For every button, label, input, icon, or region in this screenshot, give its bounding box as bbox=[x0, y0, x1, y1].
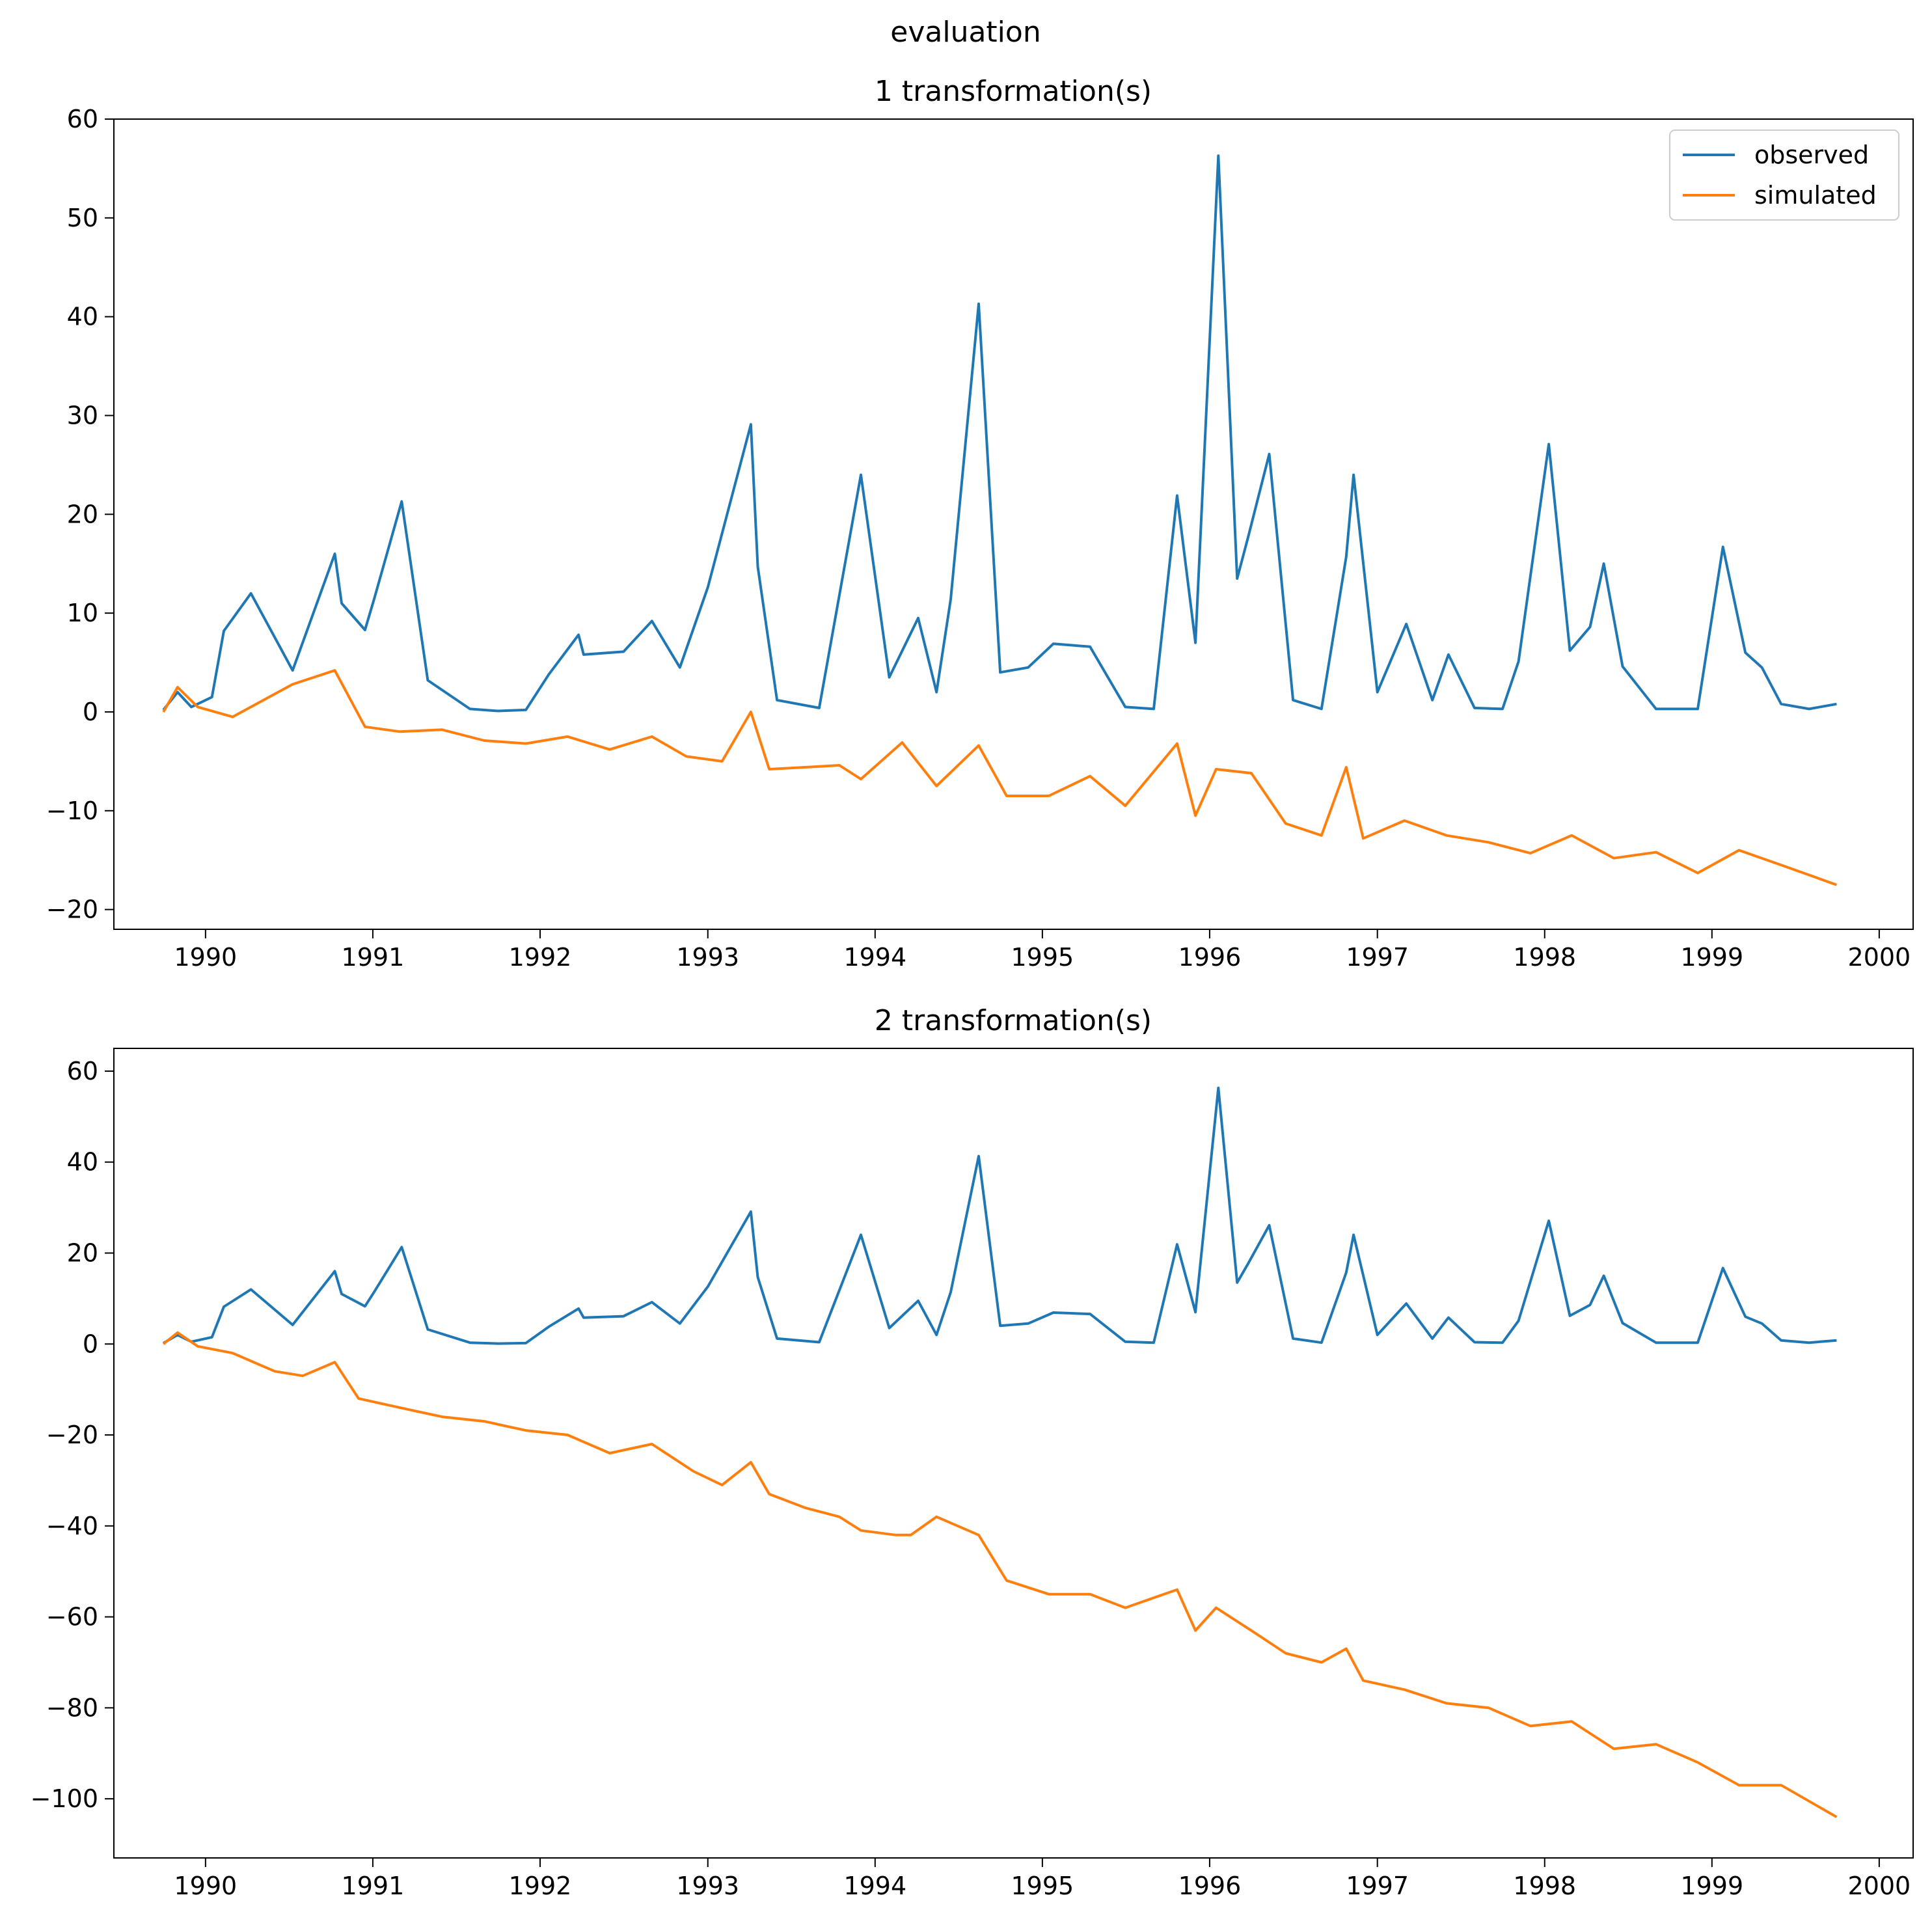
x-tick-label: 1998 bbox=[1513, 943, 1576, 972]
y-tick-label: −100 bbox=[31, 1784, 98, 1813]
panel-title: 1 transformation(s) bbox=[875, 75, 1152, 108]
y-tick-label: −40 bbox=[46, 1512, 98, 1540]
plot-frame bbox=[113, 1048, 1914, 1859]
series-line-observed bbox=[162, 154, 1837, 713]
x-tick-label: 1999 bbox=[1680, 943, 1743, 972]
legend: observed simulated bbox=[1669, 130, 1899, 221]
y-tick-label: 20 bbox=[67, 500, 98, 528]
legend-label-observed: observed bbox=[1754, 141, 1869, 169]
y-tick-label: −20 bbox=[46, 1421, 98, 1449]
series-line-simulated bbox=[162, 1331, 1838, 1818]
y-tick-label: 0 bbox=[83, 698, 98, 726]
x-tick-label: 2000 bbox=[1848, 943, 1911, 972]
x-tick-label: 1997 bbox=[1346, 943, 1409, 972]
x-tick-label: 1992 bbox=[509, 1872, 572, 1900]
x-tick-label: 1993 bbox=[676, 943, 739, 972]
x-tick-label: 2000 bbox=[1848, 1872, 1911, 1900]
series-line-observed bbox=[163, 1086, 1837, 1345]
x-tick-label: 1994 bbox=[843, 943, 906, 972]
legend-label-simulated: simulated bbox=[1754, 181, 1877, 210]
y-tick-label: 0 bbox=[83, 1330, 98, 1358]
y-tick-label: 30 bbox=[67, 401, 98, 430]
y-tick-label: 10 bbox=[67, 599, 98, 627]
figure-title: evaluation bbox=[890, 16, 1041, 49]
y-tick-label: 40 bbox=[67, 303, 98, 331]
x-tick-label: 1995 bbox=[1011, 943, 1074, 972]
x-tick-label: 1993 bbox=[676, 1872, 739, 1900]
x-tick-label: 1992 bbox=[509, 943, 572, 972]
y-tick-label: 60 bbox=[67, 105, 98, 133]
y-tick-label: −10 bbox=[46, 797, 98, 825]
x-tick-label: 1991 bbox=[342, 1872, 405, 1900]
plot-frame bbox=[113, 118, 1914, 930]
y-tick-label: 40 bbox=[67, 1148, 98, 1177]
y-tick-label: 50 bbox=[67, 204, 98, 232]
y-tick-label: 20 bbox=[67, 1238, 98, 1267]
x-tick-label: 1994 bbox=[843, 1872, 906, 1900]
y-tick-label: 60 bbox=[67, 1057, 98, 1085]
x-tick-label: 1995 bbox=[1011, 1872, 1074, 1900]
x-tick-label: 1996 bbox=[1178, 1872, 1242, 1900]
chart-panel-2: 2 transformation(s) 1990 1991 1992 1993 1994… bbox=[31, 1004, 1914, 1900]
x-tick-label: 1990 bbox=[174, 1872, 237, 1900]
y-tick-label: −20 bbox=[46, 895, 98, 924]
x-tick-label: 1999 bbox=[1680, 1872, 1743, 1900]
x-tick-label: 1990 bbox=[174, 943, 237, 972]
x-tick-label: 1998 bbox=[1513, 1872, 1576, 1900]
series-line-simulated bbox=[162, 669, 1838, 886]
y-tick-label: −60 bbox=[46, 1603, 98, 1631]
x-tick-label: 1997 bbox=[1346, 1872, 1409, 1900]
y-tick-label: −80 bbox=[46, 1693, 98, 1722]
panel-title: 2 transformation(s) bbox=[875, 1004, 1152, 1037]
legend-frame bbox=[1669, 130, 1899, 221]
chart-panel-1: 1 transformation(s) 1990 1991 1992 1993 1994… bbox=[46, 75, 1914, 972]
x-tick-label: 1991 bbox=[342, 943, 405, 972]
x-tick-label: 1996 bbox=[1178, 943, 1242, 972]
